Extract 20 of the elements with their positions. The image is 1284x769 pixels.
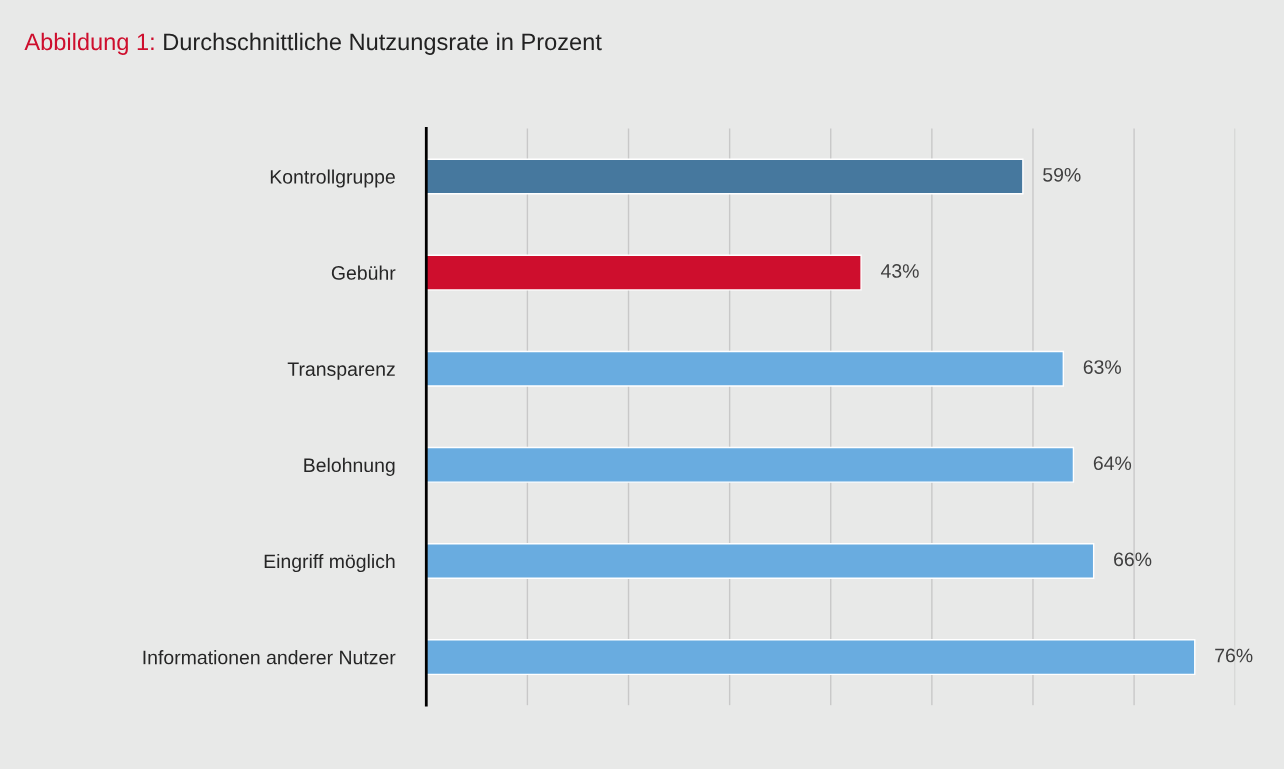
data-label: 43% (880, 264, 919, 278)
y-tick-label: Gebühr (331, 265, 396, 280)
y-tick-label: Belohnung (304, 457, 395, 476)
bar (426, 158, 1024, 195)
data-label: 76% (1215, 648, 1253, 663)
chart-subtitle: Durchschnittliche Nutzungsrate in Prozent (164, 32, 602, 55)
data-label: 63% (1083, 360, 1121, 374)
y-tick-label: Eingriff möglich (264, 553, 395, 573)
bar (426, 446, 1075, 483)
y-tick-label: Kontrollgruppe (270, 169, 395, 188)
bar (426, 254, 862, 291)
text: Abbildung 1: (24, 32, 154, 55)
data-label: 66% (1114, 552, 1152, 567)
y-tick-label: Transparenz (287, 362, 395, 380)
bar (426, 350, 1065, 387)
bar (426, 542, 1095, 579)
y-tick-label: Informationen anderer Nutzer (143, 650, 396, 665)
data-label: 59% (1043, 167, 1081, 182)
data-label: 64% (1093, 456, 1132, 471)
bar (426, 639, 1196, 676)
